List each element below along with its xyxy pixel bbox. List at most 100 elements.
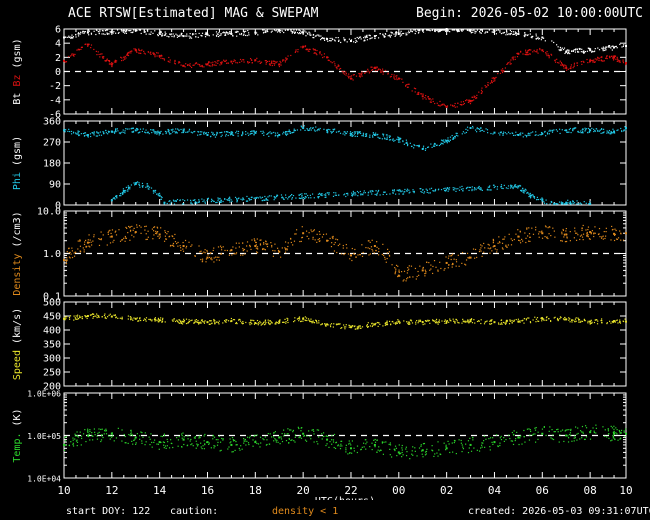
data-dot: [570, 67, 572, 70]
data-dot: [256, 57, 258, 59]
data-dot: [531, 227, 533, 229]
data-dot: [141, 185, 143, 187]
data-dot: [616, 429, 618, 431]
data-dot: [606, 322, 608, 325]
data-dot: [418, 274, 420, 276]
data-dot: [344, 134, 346, 136]
data-dot: [65, 317, 67, 320]
data-dot: [470, 29, 472, 31]
data-dot: [180, 322, 183, 325]
data-dot: [487, 81, 489, 84]
data-dot: [568, 49, 570, 51]
data-dot: [111, 61, 113, 64]
data-dot: [315, 126, 317, 128]
data-dot: [181, 320, 184, 323]
y-tick-label: 10.0: [37, 207, 61, 218]
data-dot: [85, 246, 87, 248]
data-dot: [475, 188, 477, 191]
data-dot: [157, 35, 159, 37]
data-dot: [455, 259, 457, 261]
data-dot: [208, 320, 211, 322]
bt-point: [230, 32, 233, 35]
data-dot: [450, 258, 452, 261]
data-dot: [543, 318, 545, 320]
data-dot: [140, 50, 142, 52]
data-dot: [376, 66, 378, 68]
data-dot: [138, 320, 140, 322]
data-dot: [315, 320, 317, 322]
data-dot: [145, 225, 147, 227]
data-dot: [78, 134, 80, 137]
data-dot: [100, 428, 102, 431]
data-dot: [203, 321, 205, 323]
data-dot: [510, 59, 512, 61]
data-dot: [250, 198, 252, 201]
data-dot: [129, 230, 132, 232]
data-dot: [281, 440, 284, 443]
data-dot: [287, 55, 289, 57]
data-dot: [587, 132, 589, 134]
data-dot: [310, 127, 312, 129]
data-dot: [226, 199, 228, 201]
data-dot: [127, 186, 129, 188]
data-dot: [186, 33, 188, 35]
data-dot: [582, 51, 584, 53]
data-dot: [164, 230, 166, 232]
data-dot: [219, 201, 222, 203]
data-dot: [524, 53, 526, 56]
data-dot: [340, 443, 342, 445]
data-dot: [389, 35, 391, 37]
data-dot: [321, 323, 323, 325]
data-dot: [136, 181, 139, 183]
data-dot: [525, 189, 527, 191]
data-dot: [240, 198, 242, 200]
data-dot: [588, 47, 590, 50]
bz-point: [565, 66, 568, 69]
data-dot: [406, 144, 409, 147]
data-dot: [112, 62, 114, 65]
data-dot: [284, 194, 287, 196]
data-dot: [370, 191, 372, 193]
data-dot: [88, 43, 90, 45]
data-dot: [618, 429, 620, 432]
data-dot: [197, 36, 199, 38]
data-dot: [65, 61, 68, 63]
data-dot: [394, 139, 396, 142]
data-dot: [73, 55, 75, 57]
data-dot: [527, 49, 529, 52]
data-dot: [227, 320, 230, 322]
data-dot: [558, 201, 561, 203]
data-dot: [336, 251, 338, 254]
data-dot: [66, 316, 68, 318]
data-dot: [318, 34, 320, 36]
data-dot: [182, 131, 184, 133]
data-dot: [219, 245, 222, 247]
data-dot: [348, 326, 350, 328]
data-dot: [173, 203, 176, 205]
data-dot: [179, 322, 181, 324]
data-dot: [512, 59, 514, 61]
data-dot: [383, 35, 385, 37]
data-dot: [268, 323, 270, 325]
data-dot: [102, 234, 104, 236]
data-dot: [566, 233, 568, 236]
data-dot: [190, 438, 192, 441]
data-dot: [393, 74, 395, 76]
data-dot: [225, 59, 227, 61]
data-dot: [122, 192, 125, 194]
data-dot: [468, 322, 470, 324]
data-dot: [228, 132, 230, 134]
data-dot: [430, 99, 432, 101]
data-dot: [376, 321, 378, 324]
data-dot: [275, 134, 277, 136]
data-dot: [159, 236, 161, 238]
data-dot: [290, 29, 292, 31]
data-dot: [99, 56, 101, 58]
data-dot: [300, 126, 303, 128]
data-dot: [243, 30, 245, 32]
data-dot: [396, 78, 398, 81]
data-dot: [147, 230, 149, 232]
data-dot: [118, 31, 120, 34]
data-dot: [267, 196, 269, 198]
data-dot: [332, 235, 334, 238]
